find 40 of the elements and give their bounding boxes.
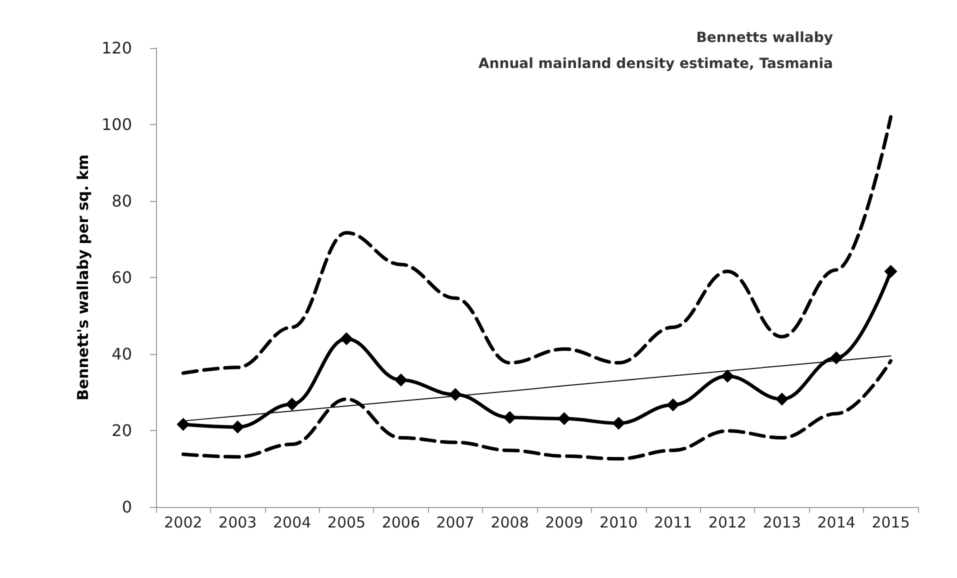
- point: [884, 264, 898, 278]
- y-tick-label: 120: [101, 38, 132, 58]
- y-tick-label: 0: [122, 498, 132, 516]
- y-tick-label: 100: [101, 115, 132, 134]
- y-tick-label: 20: [112, 421, 132, 440]
- point: [830, 351, 843, 364]
- x-tick-label: 2003: [218, 514, 257, 532]
- x-tick-label: 2007: [436, 514, 474, 532]
- point: [231, 420, 244, 434]
- point: [558, 412, 571, 426]
- x-tick-label: 2015: [872, 514, 910, 532]
- x-tick-label: 2008: [490, 514, 529, 532]
- x-tick-label: 2004: [272, 514, 312, 532]
- x-tick-label: 2012: [708, 514, 747, 532]
- line-series: [181, 115, 893, 375]
- point: [503, 410, 516, 424]
- point: [448, 388, 462, 402]
- point: [176, 418, 190, 431]
- point: [721, 370, 734, 383]
- x-tick-label: 2011: [654, 514, 692, 532]
- x-tick-label: 2013: [762, 514, 802, 532]
- x-tick-label: 2006: [382, 514, 420, 532]
- point: [775, 392, 788, 406]
- line-series: [181, 359, 893, 461]
- y-tick-label: 60: [112, 268, 132, 287]
- y-axis-title: Bennett's wallaby per sq. km: [74, 154, 92, 401]
- point: [666, 398, 680, 412]
- point: [394, 374, 408, 387]
- x-tick-label: 2005: [327, 514, 366, 532]
- point: [286, 398, 299, 411]
- x-tick-label: 2010: [600, 514, 638, 532]
- x-tick-label: 2009: [545, 514, 584, 532]
- y-tick-label: 80: [112, 192, 132, 210]
- chart-title: Bennetts wallaby: [696, 30, 834, 46]
- y-tick-label: 40: [112, 344, 132, 364]
- x-tick-label: 2014: [817, 514, 856, 532]
- x-tick-label: 2002: [164, 514, 202, 532]
- point: [612, 416, 626, 430]
- point: [340, 332, 353, 346]
- text: Annual mainland density estimate, Tasmania: [478, 56, 834, 72]
